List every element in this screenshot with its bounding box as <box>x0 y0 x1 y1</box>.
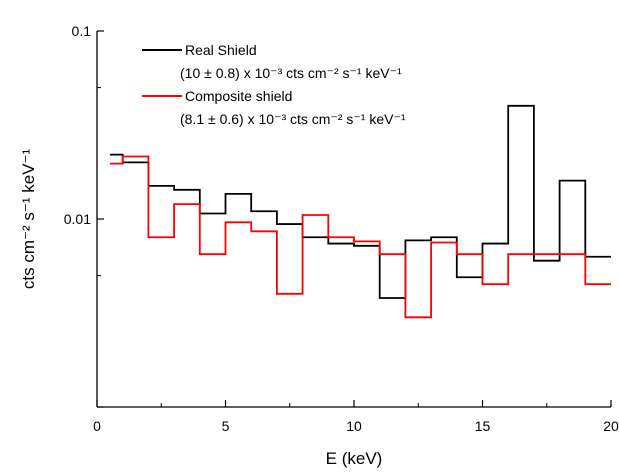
x-tick-label: 15 <box>475 418 491 434</box>
legend-rate-composite-shield: (8.1 ± 0.6) x 10⁻³ cts cm⁻² s⁻¹ keV⁻¹ <box>180 111 406 127</box>
x-tick-label: 5 <box>222 418 230 434</box>
series-line-real-shield <box>109 104 611 299</box>
x-tick-label: 0 <box>93 418 101 434</box>
x-tick-label: 20 <box>603 418 619 434</box>
legend-label-real-shield: Real Shield <box>185 42 257 58</box>
x-axis-title: E (keV) <box>326 449 383 468</box>
series-line-composite-shield <box>109 155 611 319</box>
legend-rate-real-shield: (10 ± 0.8) x 10⁻³ cts cm⁻² s⁻¹ keV⁻¹ <box>180 65 402 81</box>
y-tick-label: 0.01 <box>64 211 91 227</box>
legend-label-composite-shield: Composite shield <box>185 88 292 104</box>
x-tick-label: 10 <box>346 418 362 434</box>
series-layer <box>109 104 611 319</box>
ticks-layer: 0 5 10 15 20 0.01 0.1 <box>64 23 619 434</box>
y-tick-label: 0.1 <box>72 23 92 39</box>
y-axis-title: cts cm⁻² s⁻¹ keV⁻¹ <box>19 149 38 290</box>
legend: Real Shield (10 ± 0.8) x 10⁻³ cts cm⁻² s⁻… <box>142 42 406 127</box>
